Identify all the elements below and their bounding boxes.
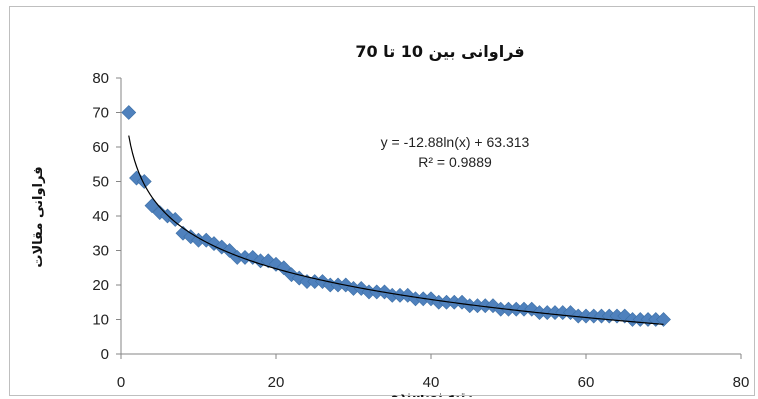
x-tick-label: 60 bbox=[578, 374, 595, 391]
x-tick-label: 0 bbox=[117, 374, 125, 391]
data-point bbox=[656, 312, 671, 327]
trendline-equation: y = -12.88ln(x) + 63.313 bbox=[381, 134, 530, 150]
x-tick-label: 20 bbox=[268, 374, 285, 391]
y-tick-label: 10 bbox=[92, 312, 109, 329]
y-tick-label: 70 bbox=[92, 105, 109, 122]
chart-frame: فراوانی بین 10 تا 70 فراوانی مقالات رتبه… bbox=[9, 6, 755, 397]
x-tick-label: 80 bbox=[733, 374, 750, 391]
trendline-r-squared: R² = 0.9889 bbox=[418, 154, 492, 170]
y-tick-label: 0 bbox=[101, 346, 109, 363]
y-tick-label: 20 bbox=[92, 277, 109, 294]
trendline bbox=[128, 135, 664, 325]
chart-title: فراوانی بین 10 تا 70 bbox=[355, 42, 524, 61]
y-tick-label: 50 bbox=[92, 174, 109, 191]
y-tick-label: 30 bbox=[92, 243, 109, 260]
data-point bbox=[167, 212, 183, 227]
chart: فراوانی بین 10 تا 70 فراوانی مقالات رتبه… bbox=[31, 42, 750, 397]
y-tick-label: 80 bbox=[92, 70, 109, 87]
y-axis-title: فراوانی مقالات bbox=[31, 166, 46, 267]
y-tick-label: 60 bbox=[92, 139, 109, 156]
data-point bbox=[121, 105, 137, 120]
y-tick-label: 40 bbox=[92, 208, 109, 225]
x-tick-label: 40 bbox=[423, 374, 440, 391]
x-axis-title: رتبه نویسنده bbox=[391, 389, 473, 397]
